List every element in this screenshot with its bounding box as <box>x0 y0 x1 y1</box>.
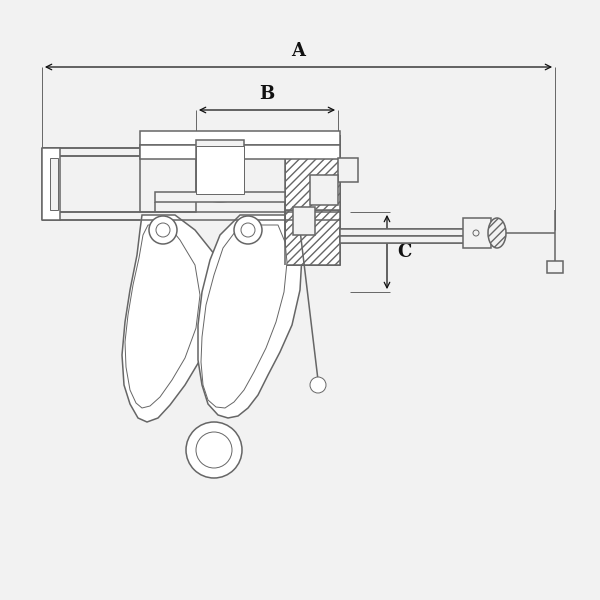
Polygon shape <box>285 135 340 210</box>
Bar <box>310 175 338 205</box>
Circle shape <box>241 223 255 237</box>
Bar <box>50 158 58 210</box>
Circle shape <box>156 223 170 237</box>
Polygon shape <box>201 225 287 408</box>
Text: C: C <box>397 243 412 261</box>
Bar <box>338 158 358 182</box>
Text: B: B <box>259 85 275 103</box>
Polygon shape <box>285 210 340 265</box>
Ellipse shape <box>488 218 506 248</box>
Polygon shape <box>125 225 200 408</box>
Circle shape <box>473 230 479 236</box>
Bar <box>140 131 340 145</box>
Bar <box>340 236 490 243</box>
Bar <box>155 192 285 202</box>
Bar <box>547 261 563 273</box>
Bar <box>293 207 315 235</box>
Circle shape <box>234 216 262 244</box>
Bar <box>140 145 196 212</box>
Circle shape <box>149 216 177 244</box>
Bar <box>42 148 60 220</box>
Polygon shape <box>198 215 302 418</box>
Text: A: A <box>292 42 305 60</box>
Circle shape <box>196 432 232 468</box>
Bar <box>463 218 491 248</box>
Circle shape <box>310 377 326 393</box>
Bar <box>196 146 244 194</box>
Polygon shape <box>122 215 220 422</box>
Bar <box>140 145 340 159</box>
Circle shape <box>186 422 242 478</box>
Bar <box>196 140 244 195</box>
Bar <box>340 229 490 236</box>
